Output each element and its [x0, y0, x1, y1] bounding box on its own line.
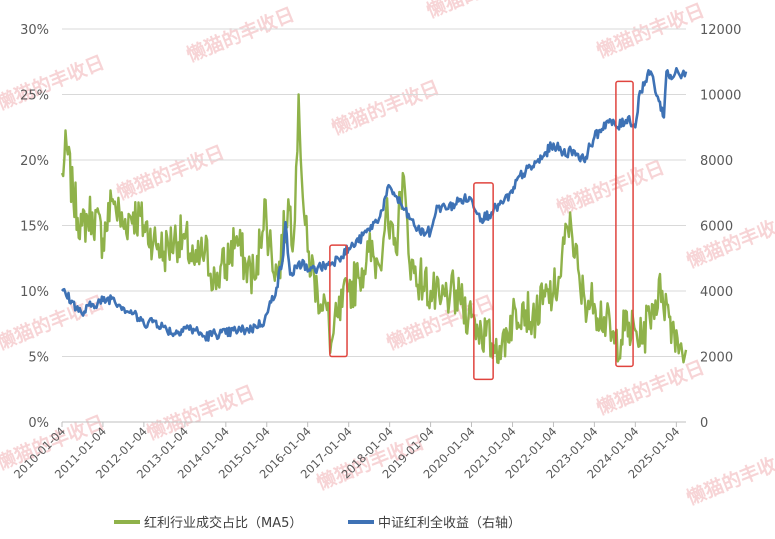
highlight-box	[329, 244, 348, 358]
watermark-text: 懒猫的丰收日	[328, 76, 442, 140]
highlight-boxes	[329, 80, 634, 381]
series-line-dividend-index	[61, 67, 688, 342]
left-tick-label: 25%	[20, 89, 49, 104]
left-axis-ticks: 0% 5% 10% 15% 20% 25% 30%	[20, 23, 49, 431]
x-axis-ticks: 2010-01-042011-01-042012-01-042013-01-04…	[11, 422, 682, 481]
right-tick-label: 2000	[700, 351, 733, 366]
watermark-text: 懒猫的丰收日	[593, 0, 707, 63]
series-line-dividend-share	[60, 93, 688, 365]
left-tick-label: 0%	[28, 416, 49, 431]
left-tick-label: 15%	[20, 220, 49, 235]
right-tick-label: 0	[700, 416, 708, 431]
series-layer	[60, 67, 688, 365]
watermark-text: 懒猫的丰收日	[143, 381, 257, 445]
legend-label-dividend-share: 红利行业成交占比（MA5）	[144, 515, 302, 531]
left-tick-label: 10%	[20, 285, 49, 300]
watermark-text: 懒猫的丰收日	[553, 156, 667, 220]
right-tick-label: 6000	[700, 220, 733, 235]
highlight-box	[615, 80, 634, 368]
legend-label-dividend-index: 中证红利全收益（右轴）	[378, 515, 521, 531]
watermark-text: 懒猫的丰收日	[683, 209, 775, 273]
highlight-box	[473, 182, 494, 381]
watermark-text: 懒猫的丰收日	[0, 291, 108, 355]
watermark-text: 懒猫的丰收日	[683, 446, 775, 510]
left-tick-label: 20%	[20, 154, 49, 169]
watermark-text: 懒猫的丰收日	[183, 3, 297, 67]
left-tick-label: 30%	[20, 23, 49, 38]
right-axis-ticks: 0 2000 4000 6000 8000 10000 12000	[700, 23, 741, 431]
legend: 红利行业成交占比（MA5） 中证红利全收益（右轴）	[114, 515, 521, 531]
left-tick-label: 5%	[28, 351, 49, 366]
right-tick-label: 10000	[700, 89, 741, 104]
watermark-text: 懒猫的丰收日	[423, 0, 537, 23]
watermark-text: 懒猫的丰收日	[593, 356, 707, 420]
watermark-text: 懒猫的丰收日	[0, 51, 108, 115]
right-tick-label: 4000	[700, 285, 733, 300]
right-tick-label: 8000	[700, 154, 733, 169]
watermark-text: 懒猫的丰收日	[113, 141, 227, 205]
right-tick-label: 12000	[700, 23, 741, 38]
